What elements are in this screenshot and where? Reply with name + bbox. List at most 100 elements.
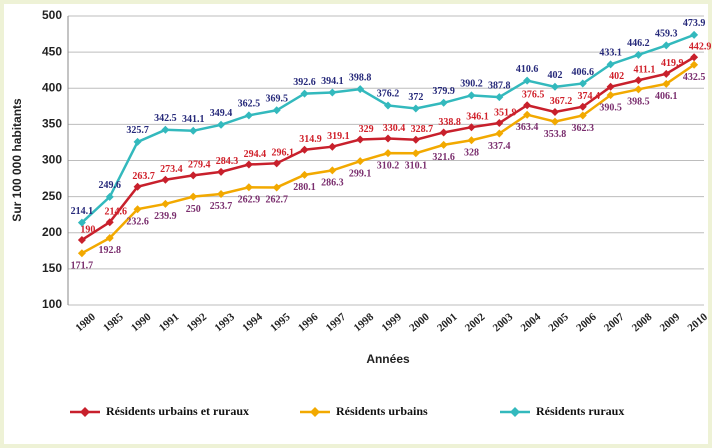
point (634, 76, 643, 85)
data-label: 330.4 (383, 123, 406, 134)
point (77, 235, 86, 244)
point (662, 69, 671, 78)
point (133, 205, 142, 214)
data-label: 250 (186, 204, 201, 215)
y-tick-label: 500 (42, 8, 62, 22)
data-label: 362.3 (572, 123, 595, 134)
data-label: 310.1 (405, 160, 428, 171)
point (356, 85, 365, 94)
point (300, 145, 309, 154)
data-label: 190 (80, 224, 95, 235)
point (244, 183, 253, 192)
point (578, 102, 587, 111)
point (244, 160, 253, 169)
point (217, 189, 226, 198)
data-label: 446.2 (627, 38, 650, 49)
data-label: 310.2 (377, 160, 400, 171)
data-label: 398.5 (627, 97, 650, 108)
point (662, 41, 671, 50)
data-label: 376.5 (522, 90, 545, 101)
data-label: 387.8 (488, 80, 511, 91)
point (606, 82, 615, 91)
data-label: 473.9 (683, 18, 706, 29)
point (634, 50, 643, 59)
y-tick-label: 200 (42, 225, 62, 239)
y-tick-label: 150 (42, 261, 62, 275)
point (244, 111, 253, 120)
point (328, 142, 337, 151)
data-label: 402 (547, 70, 562, 81)
point (550, 107, 559, 116)
data-label: 411.1 (633, 65, 655, 76)
data-label: 314.9 (299, 134, 322, 145)
data-label: 214.1 (71, 206, 94, 217)
point (523, 110, 532, 119)
point (272, 106, 281, 115)
data-label: 406.1 (655, 91, 678, 102)
point (523, 101, 532, 110)
data-label: 328 (464, 148, 479, 159)
point (356, 157, 365, 166)
point (300, 170, 309, 179)
data-label: 262.7 (265, 195, 288, 206)
data-label: 406.6 (572, 67, 595, 78)
point (189, 192, 198, 201)
point (550, 82, 559, 91)
data-label: 286.3 (321, 178, 344, 189)
data-label: 374.4 (578, 91, 601, 102)
data-label: 294.4 (244, 149, 267, 160)
data-label: 273.4 (160, 164, 183, 175)
legend-marker (80, 407, 90, 417)
point (161, 175, 170, 184)
point (578, 79, 587, 88)
data-label: 402 (609, 71, 624, 82)
point (133, 137, 142, 146)
point (105, 192, 114, 201)
data-label: 433.1 (599, 48, 622, 59)
data-label: 379.9 (432, 86, 455, 97)
data-label: 279.4 (188, 160, 211, 171)
data-label: 372 (408, 92, 423, 103)
point (77, 249, 86, 258)
data-label: 249.6 (98, 180, 121, 191)
y-tick-label: 250 (42, 189, 62, 203)
data-label: 321.6 (432, 152, 455, 163)
point (272, 159, 281, 168)
point (411, 104, 420, 113)
y-tick-label: 100 (42, 297, 62, 311)
point (161, 125, 170, 134)
data-label: 232.6 (126, 216, 149, 227)
data-label: 325.7 (126, 125, 149, 136)
point (356, 135, 365, 144)
data-label: 432.5 (683, 72, 706, 83)
y-tick-label: 300 (42, 153, 62, 167)
data-label: 346.1 (466, 111, 489, 122)
point (523, 76, 532, 85)
point (662, 79, 671, 88)
data-label: 390.2 (460, 79, 483, 90)
legend-label: Résidents urbains (336, 404, 428, 418)
data-label: 328.7 (411, 124, 434, 135)
point (77, 218, 86, 227)
data-label: 363.4 (516, 122, 539, 133)
y-tick-label: 400 (42, 80, 62, 94)
y-tick-label: 450 (42, 44, 62, 58)
data-label: 376.2 (377, 89, 400, 100)
point (133, 182, 142, 191)
data-label: 296.1 (271, 148, 294, 159)
legend-marker (310, 407, 320, 417)
point (690, 30, 699, 39)
point (606, 91, 615, 100)
data-label: 362.5 (238, 99, 261, 110)
data-label: 390.5 (599, 102, 622, 113)
data-label: 337.4 (488, 141, 511, 152)
data-label: 392.6 (293, 77, 316, 88)
data-label: 341.1 (182, 114, 205, 125)
data-label: 442.9 (689, 42, 712, 53)
point (467, 123, 476, 132)
data-label: 367.2 (550, 96, 573, 107)
point (467, 91, 476, 100)
legend-label: Résidents ruraux (536, 404, 624, 418)
point (328, 166, 337, 175)
point (439, 98, 448, 107)
